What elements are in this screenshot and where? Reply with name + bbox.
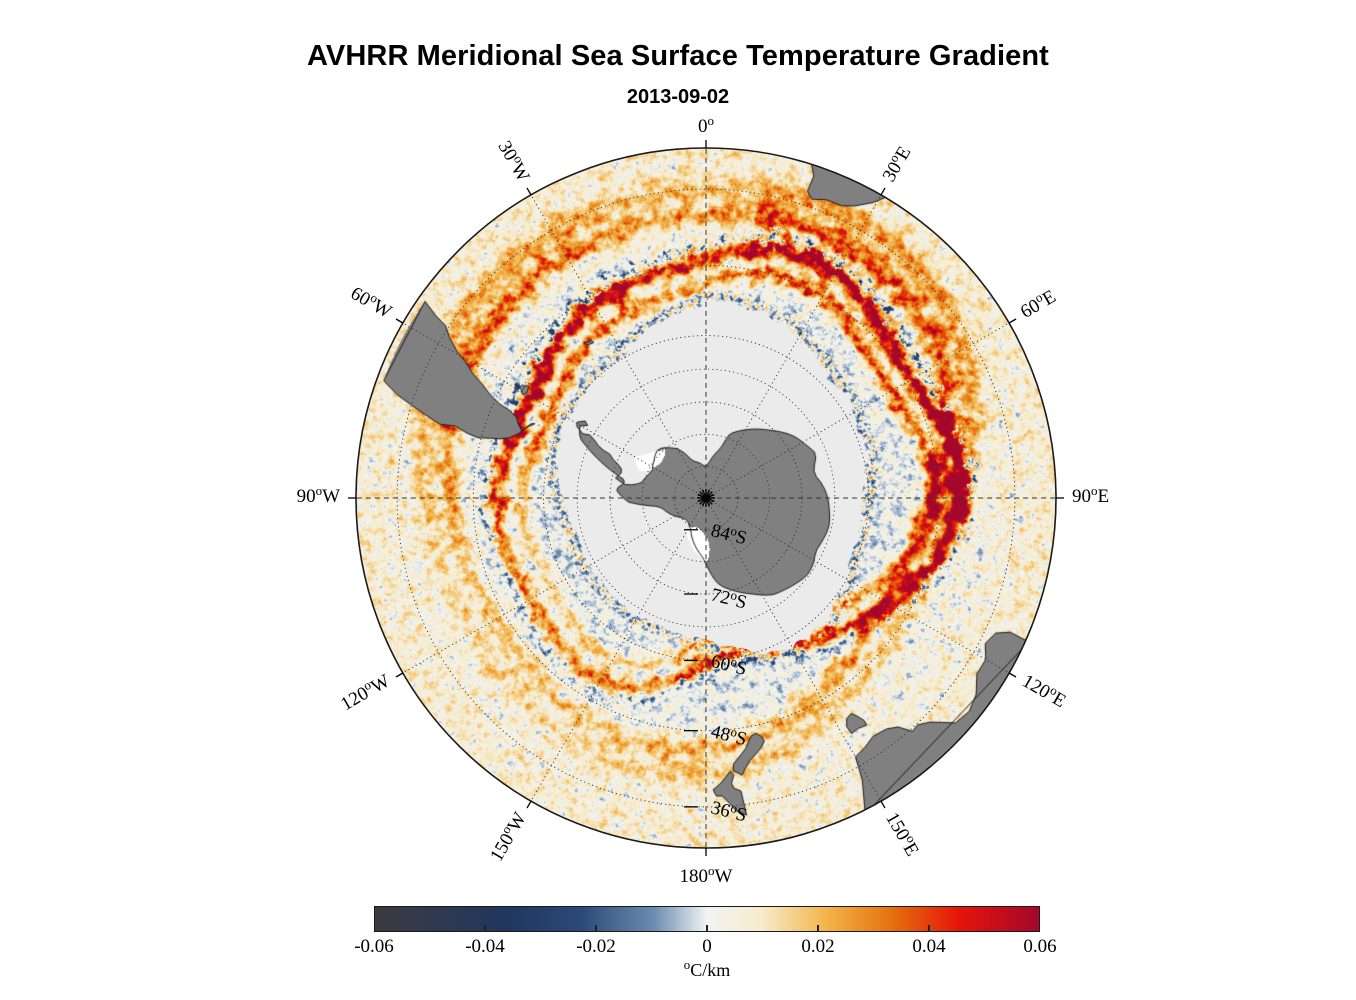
page-title: AVHRR Meridional Sea Surface Temperature… (307, 40, 1049, 72)
latitude-label: 72oS (709, 583, 750, 614)
longitude-tick (1008, 672, 1017, 678)
map-graticule-overlay: 0o 30oE 60oE 90oE 120oE 150oE 180oW 150oW 120oW 9… (297, 113, 1110, 887)
latitude-label: 60oS (709, 649, 750, 680)
longitude-label: 60oE (1015, 283, 1059, 323)
colorbar-tick-label: -0.04 (465, 936, 505, 957)
meridian-line (402, 498, 705, 674)
meridian-line (530, 499, 706, 802)
longitude-label: 30oE (876, 141, 916, 185)
colorbar-tick (706, 925, 708, 932)
colorbar-tick (817, 925, 819, 932)
longitude-tick (1008, 318, 1017, 324)
latitude-circle (472, 264, 940, 732)
meridian-line (707, 322, 1010, 498)
colorbar-unit-label: oC/km (683, 957, 731, 980)
meridian-line (706, 499, 882, 802)
colorbar[interactable]: -0.06 -0.04 -0.02 0 0.02 0.04 0.06 (354, 906, 1057, 957)
longitude-label: 60oW (347, 280, 397, 323)
colorbar-tick-label: -0.06 (354, 936, 394, 957)
longitude-label: 0o (698, 113, 714, 137)
meridian-line (706, 194, 882, 497)
longitude-label: 150oE (881, 807, 925, 860)
colorbar-tick-label: 0.02 (801, 936, 835, 957)
latitude-label: 84oS (709, 518, 750, 549)
longitude-label: 180oW (680, 863, 733, 887)
meridian-line (530, 194, 706, 497)
longitude-tick (880, 187, 886, 196)
longitude-tick (880, 800, 886, 809)
colorbar-tick-label: 0.06 (1023, 936, 1057, 957)
latitude-label: 48oS (709, 719, 750, 750)
latitude-circle (543, 335, 869, 661)
colorbar-tick (484, 925, 486, 932)
longitude-label: 120oW (336, 668, 394, 716)
polar-map[interactable]: 0o 30oE 60oE 90oE 120oE 150oE 180oW 150oW 120oW 9… (297, 113, 1110, 887)
colorbar-tick-label: 0 (702, 936, 712, 957)
longitude-tick (526, 187, 532, 196)
longitude-tick (526, 800, 532, 809)
longitude-tick (395, 318, 404, 324)
longitude-label: 150oW (484, 807, 532, 865)
latitude-circle (641, 433, 771, 563)
colorbar-tick (928, 925, 930, 932)
latitude-label: 36oS (709, 795, 750, 826)
colorbar-tick-label: -0.02 (576, 936, 616, 957)
longitude-tick (395, 672, 404, 678)
longitude-label: 120oE (1018, 668, 1071, 712)
longitude-label: 90oW (297, 483, 341, 507)
pole-marker (697, 493, 715, 503)
colorbar-tick (595, 925, 597, 932)
page-subtitle: 2013-09-02 (626, 86, 730, 108)
meridian-line (707, 498, 1010, 674)
longitude-label: 30oW (493, 136, 536, 186)
meridian-line (402, 322, 705, 498)
longitude-label: 90oE (1072, 483, 1109, 507)
colorbar-ticks: -0.06 -0.04 -0.02 0 0.02 0.04 0.06 (354, 906, 1057, 957)
colorbar-tick-label: 0.04 (912, 936, 946, 957)
